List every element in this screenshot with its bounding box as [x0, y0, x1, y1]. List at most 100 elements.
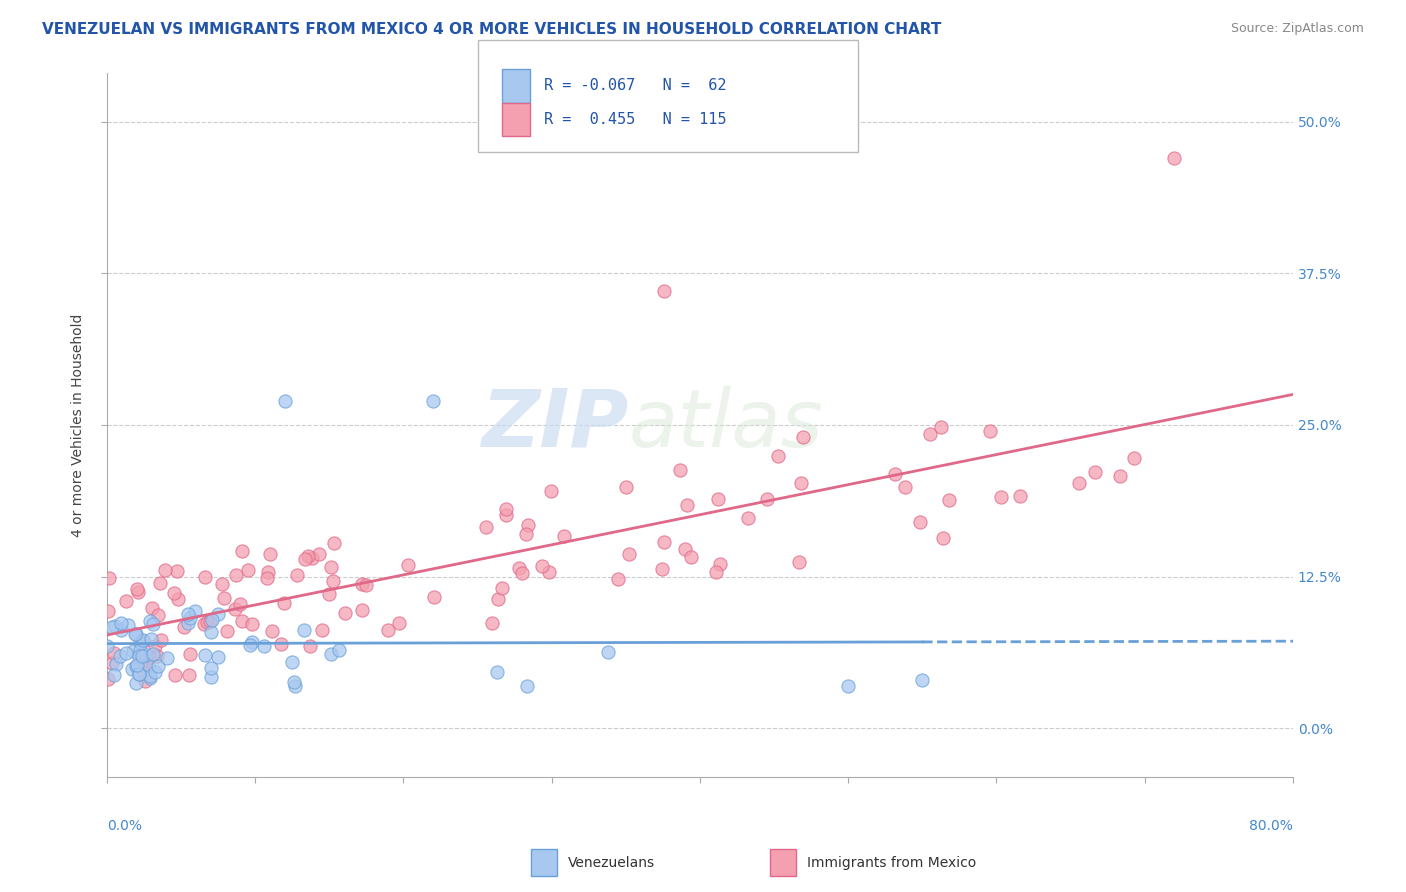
Point — [138, 614, 160, 628]
Point — [377, 623, 399, 637]
Point — [149, 632, 172, 647]
Point — [146, 648, 169, 663]
Point — [115, 646, 138, 660]
Point — [510, 566, 533, 580]
Point — [256, 571, 278, 585]
Point — [356, 578, 378, 592]
Point — [163, 586, 186, 600]
Point — [910, 515, 932, 529]
Point — [260, 624, 283, 639]
Point — [787, 555, 810, 569]
Point — [285, 568, 308, 582]
Point — [121, 662, 143, 676]
Point — [321, 560, 343, 574]
Point — [194, 648, 217, 663]
Point — [540, 483, 562, 498]
Point — [323, 536, 346, 550]
Point — [134, 654, 156, 668]
Point — [200, 625, 222, 640]
Point — [352, 603, 374, 617]
Point — [475, 520, 498, 534]
Point — [486, 591, 509, 606]
Point — [131, 648, 153, 663]
Point — [134, 673, 156, 688]
Point — [704, 565, 727, 579]
Point — [709, 557, 731, 571]
Point — [259, 547, 281, 561]
Text: ZIP: ZIP — [481, 386, 628, 464]
Point — [201, 613, 224, 627]
Point — [125, 676, 148, 690]
Point — [165, 668, 187, 682]
Point — [239, 638, 262, 652]
Point — [652, 285, 675, 299]
Text: Immigrants from Mexico: Immigrants from Mexico — [807, 855, 976, 870]
Point — [508, 560, 530, 574]
Point — [143, 665, 166, 679]
Point — [128, 648, 150, 663]
Point — [148, 607, 170, 622]
Point — [1084, 465, 1107, 479]
Point — [553, 529, 575, 543]
Point — [155, 563, 177, 577]
Point — [619, 547, 641, 561]
Point — [173, 620, 195, 634]
Point — [491, 581, 513, 595]
Point — [139, 632, 162, 647]
Text: 0.0%: 0.0% — [107, 820, 142, 833]
Point — [177, 615, 200, 630]
Point — [184, 604, 207, 618]
Point — [422, 393, 444, 408]
Point — [301, 551, 323, 566]
Point — [224, 602, 246, 616]
Point — [651, 562, 673, 576]
Point — [929, 420, 952, 434]
Point — [737, 510, 759, 524]
Point — [607, 573, 630, 587]
Point — [231, 543, 253, 558]
Point — [273, 393, 295, 408]
Point — [938, 493, 960, 508]
Point — [97, 672, 120, 686]
Point — [211, 576, 233, 591]
Point — [486, 665, 509, 679]
Point — [103, 646, 125, 660]
Point — [132, 634, 155, 648]
Point — [141, 601, 163, 615]
Point — [530, 558, 553, 573]
Point — [495, 508, 517, 522]
Point — [990, 491, 1012, 505]
Point — [422, 591, 444, 605]
Point — [129, 643, 152, 657]
Text: R =  0.455   N = 115: R = 0.455 N = 115 — [544, 112, 727, 127]
Point — [129, 655, 152, 669]
Point — [179, 611, 201, 625]
Point — [142, 647, 165, 661]
Point — [240, 634, 263, 648]
Point — [322, 574, 344, 588]
Point — [238, 563, 260, 577]
Point — [117, 618, 139, 632]
Y-axis label: 4 or more Vehicles in Household: 4 or more Vehicles in Household — [72, 313, 86, 537]
Point — [96, 639, 118, 653]
Point — [281, 655, 304, 669]
Point — [920, 426, 942, 441]
Point — [104, 657, 127, 671]
Point — [652, 534, 675, 549]
Point — [110, 616, 132, 631]
Text: atlas: atlas — [628, 386, 824, 464]
Text: R = -0.067   N =  62: R = -0.067 N = 62 — [544, 78, 727, 93]
Point — [132, 664, 155, 678]
Point — [200, 670, 222, 684]
Point — [138, 668, 160, 682]
Point — [200, 614, 222, 628]
Point — [125, 626, 148, 640]
Point — [1123, 450, 1146, 465]
Point — [240, 616, 263, 631]
Point — [1109, 469, 1132, 483]
Point — [143, 639, 166, 653]
Point — [516, 517, 538, 532]
Point — [256, 566, 278, 580]
Point — [538, 566, 561, 580]
Point — [516, 679, 538, 693]
